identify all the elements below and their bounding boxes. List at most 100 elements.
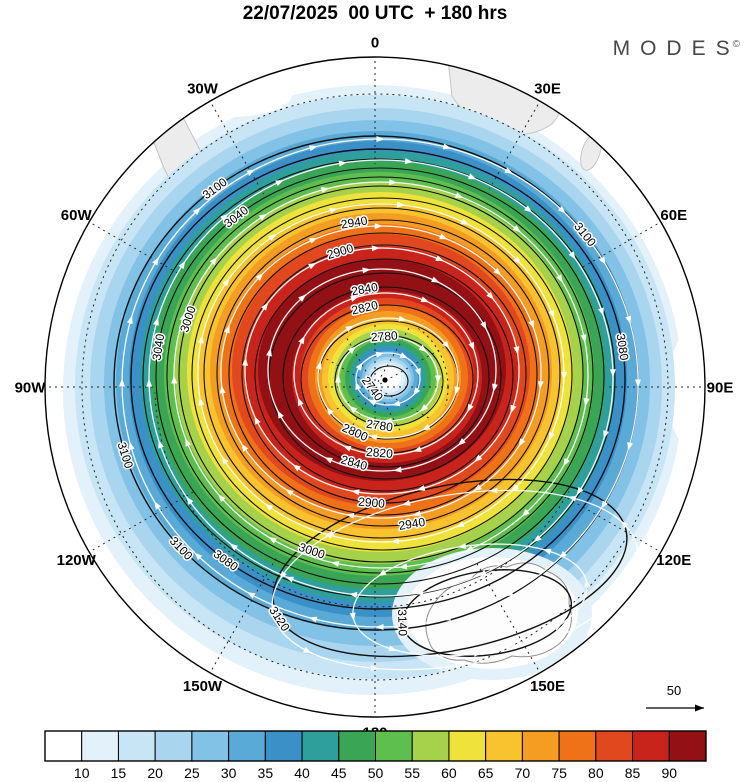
meridian-line — [374, 221, 662, 388]
streamline-arrow — [422, 423, 431, 431]
streamline-arrow — [308, 616, 318, 623]
colorbar-tick: 35 — [258, 765, 274, 781]
streamline-arrow — [402, 499, 411, 506]
streamline-arrow — [524, 205, 533, 213]
streamline-arrow — [568, 251, 576, 260]
height-contour-line — [401, 569, 573, 657]
streamline-arrow — [388, 645, 398, 652]
streamline-arrow — [576, 486, 584, 496]
streamline-arrow — [389, 179, 398, 186]
streamline-arrow — [601, 500, 608, 509]
streamline-arrow — [345, 325, 354, 333]
streamline-arrow — [521, 509, 530, 517]
streamline-arrow — [277, 410, 284, 419]
height-contour-line — [130, 148, 626, 610]
streamline-arrow — [473, 484, 482, 492]
streamline-arrow — [349, 405, 358, 414]
longitude-label: 30E — [534, 80, 561, 97]
contour-label: 2840 — [350, 280, 379, 299]
streamline-arrow — [625, 315, 632, 325]
streamline-arrow — [553, 623, 562, 631]
colorbar-tick: 60 — [441, 765, 457, 781]
streamline-arrow — [580, 334, 587, 343]
streamline-arrow — [568, 495, 577, 502]
streamline-arrow — [468, 341, 475, 351]
colorbar-tick: 10 — [74, 765, 90, 781]
streamline-arrow — [326, 407, 334, 416]
chart-title: 22/07/2025 00 UTC + 180 hrs — [242, 3, 508, 24]
colorbar-frame — [44, 730, 707, 762]
streamline-arrow — [275, 180, 284, 187]
colorbar-cell — [668, 730, 707, 762]
streamline-arrow — [128, 441, 135, 451]
streamline-arrow — [492, 383, 498, 392]
colorbar-cell — [375, 730, 413, 762]
height-contour-line — [241, 244, 527, 504]
streamline-arrow — [548, 431, 555, 441]
streamline-arrow — [413, 446, 422, 452]
streamline-arrow — [439, 233, 448, 240]
streamline-arrow — [342, 445, 352, 452]
streamline-arrow — [178, 260, 186, 270]
streamline-arrow — [152, 257, 159, 266]
latitude-circle — [81, 93, 669, 681]
meridian-line — [374, 386, 662, 553]
streamline-arrow — [268, 234, 277, 242]
streamline-arrow — [510, 404, 517, 414]
modes-logo-text: MODES — [612, 37, 740, 60]
streamline-arrow — [219, 385, 226, 394]
colorbar-tick: 25 — [184, 765, 200, 781]
streamline-arrow — [416, 485, 426, 491]
streamline-arrow — [370, 665, 379, 672]
meridian-line — [374, 100, 541, 388]
streamline-arrow — [458, 543, 467, 550]
map-area: 2740278027802800282028202840284029002900… — [45, 57, 705, 717]
colorbar-cell — [117, 730, 156, 762]
streamline-arrow — [583, 397, 590, 407]
streamline-arrow — [518, 438, 526, 447]
map-border — [44, 56, 706, 718]
streamline-arrow — [464, 545, 474, 552]
streamline-arrow — [153, 317, 159, 326]
streamline-arrow — [399, 352, 409, 359]
streamline-arrow — [369, 434, 378, 441]
height-contour-line — [268, 272, 502, 480]
streamline-arrow — [171, 375, 178, 384]
colorbar-tick: 75 — [551, 765, 567, 781]
contour-label: 2780 — [370, 328, 398, 344]
streamline-arrow — [375, 351, 385, 358]
colorbar-tick: 50 — [368, 765, 384, 781]
colorbar-cell — [632, 730, 670, 762]
height-contour-line — [191, 197, 573, 551]
colorbar-cell — [595, 730, 634, 762]
streamline-arrow — [349, 612, 356, 621]
streamline-arrow — [456, 662, 465, 669]
streamline-arrow — [504, 167, 513, 174]
streamline-arrow — [308, 237, 318, 244]
longitude-labels: 030E60E90E120E150E180150W120W90W60W30W — [15, 34, 734, 741]
streamline-arrow — [513, 346, 520, 355]
height-contour-line — [155, 167, 605, 585]
latitude-circle — [228, 240, 522, 534]
streamline-arrow — [185, 438, 192, 447]
streamline-arrow — [351, 489, 360, 496]
streamline-arrow — [480, 321, 487, 330]
longitude-label: 30W — [187, 80, 219, 97]
streamline — [244, 247, 520, 495]
streamline-arrow — [222, 278, 230, 287]
height-contour-line — [142, 158, 616, 598]
streamline-arrow — [298, 294, 307, 302]
streamline-arrow — [431, 276, 440, 283]
height-contour-line — [369, 365, 409, 397]
streamline-arrow — [559, 550, 568, 559]
streamline — [173, 181, 589, 569]
streamline-arrow — [378, 569, 387, 577]
streamline-arrow — [442, 614, 451, 621]
streamline-arrow — [324, 457, 333, 464]
height-contour-line — [228, 232, 538, 516]
streamline-arrow — [376, 136, 385, 142]
colorbar-tick: 15 — [111, 765, 127, 781]
longitude-label: 120E — [656, 552, 691, 569]
longitude-label: 90E — [707, 379, 734, 396]
